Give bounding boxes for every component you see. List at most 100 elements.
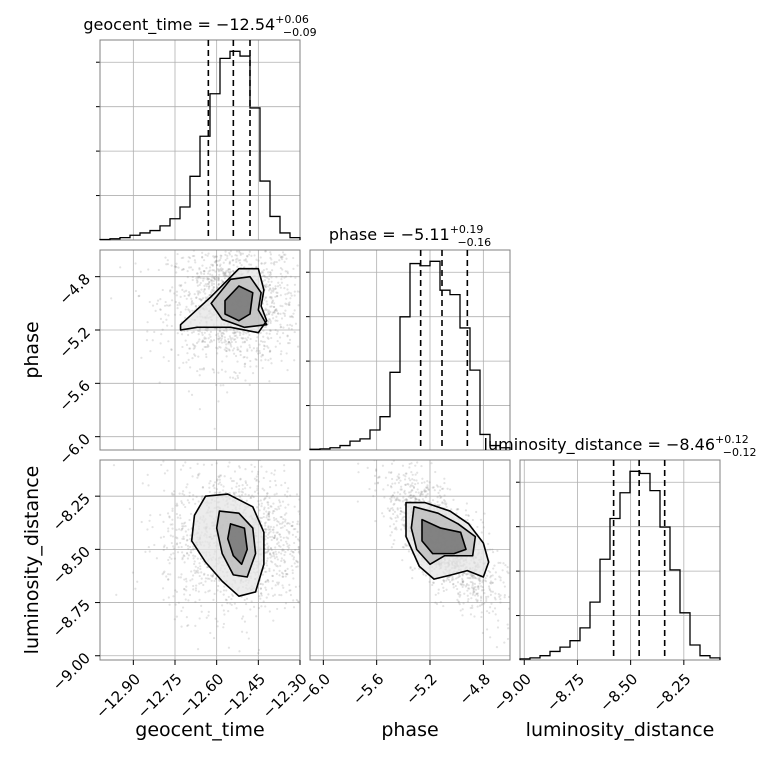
sample-point xyxy=(475,592,478,596)
sample-point xyxy=(144,550,147,554)
sample-point xyxy=(316,555,318,557)
sample-point xyxy=(186,270,189,273)
sample-point xyxy=(283,286,286,290)
sample-point xyxy=(263,522,267,525)
sample-point xyxy=(459,582,462,585)
sample-point xyxy=(237,348,240,351)
sample-point xyxy=(411,482,414,485)
sample-point xyxy=(473,590,476,594)
sample-point xyxy=(292,442,294,444)
sample-point xyxy=(275,291,278,294)
sample-point xyxy=(175,528,178,531)
sample-point xyxy=(292,606,296,609)
sample-point xyxy=(267,501,270,504)
sample-point xyxy=(480,615,483,619)
sample-point xyxy=(268,552,272,555)
sample-point xyxy=(265,561,268,565)
sample-point xyxy=(219,339,223,342)
histogram-step-phase xyxy=(309,260,511,450)
sample-point xyxy=(163,412,165,414)
sample-point xyxy=(281,256,284,259)
sample-point xyxy=(224,370,227,373)
sample-point xyxy=(317,265,319,267)
sample-point xyxy=(214,617,217,620)
sample-point xyxy=(263,345,266,348)
sample-point xyxy=(419,492,423,495)
sample-point xyxy=(245,339,249,342)
panel-contents xyxy=(112,412,327,655)
sample-point xyxy=(229,250,232,253)
sample-point xyxy=(488,606,492,609)
sample-point xyxy=(414,497,417,501)
sample-point xyxy=(266,303,269,306)
sample-point xyxy=(219,346,222,349)
sample-point xyxy=(493,564,496,567)
sample-point xyxy=(266,345,269,348)
sample-point xyxy=(402,511,405,514)
sample-point xyxy=(227,341,230,344)
sample-point xyxy=(465,573,468,576)
sample-point xyxy=(262,335,265,338)
sample-point xyxy=(283,312,286,315)
sample-point xyxy=(273,473,276,476)
sample-point xyxy=(181,527,184,530)
sample-point xyxy=(377,457,379,459)
sample-point xyxy=(215,255,218,258)
sample-point xyxy=(211,274,214,277)
sample-point xyxy=(269,310,272,314)
sample-point xyxy=(215,260,218,263)
sample-point xyxy=(134,289,137,293)
sample-point xyxy=(175,536,178,539)
sample-point xyxy=(232,491,235,494)
sample-point xyxy=(325,542,327,544)
sample-point xyxy=(227,269,230,272)
sample-point xyxy=(293,505,296,508)
sample-point xyxy=(203,288,206,291)
sample-point xyxy=(284,293,287,296)
sample-point xyxy=(160,333,163,336)
sample-point xyxy=(167,573,170,576)
sample-point xyxy=(305,382,307,384)
sample-point xyxy=(233,331,236,334)
sample-point xyxy=(269,553,272,556)
sample-point xyxy=(494,598,497,601)
sample-point xyxy=(239,477,242,480)
sample-point xyxy=(210,463,214,466)
sample-point xyxy=(210,243,212,245)
sample-point xyxy=(203,345,206,349)
sample-point xyxy=(276,330,279,333)
sample-point xyxy=(502,581,505,584)
sample-point xyxy=(291,316,295,319)
sample-point xyxy=(170,348,173,352)
sample-point xyxy=(229,477,232,480)
sample-point xyxy=(241,252,245,255)
sample-point xyxy=(209,339,213,342)
sample-point xyxy=(290,524,293,528)
sample-point xyxy=(220,483,223,486)
sample-point xyxy=(489,580,493,583)
sample-point xyxy=(463,592,466,595)
sample-point xyxy=(273,469,277,472)
sample-point xyxy=(210,291,213,294)
sample-point xyxy=(264,261,267,264)
sample-point xyxy=(269,535,272,539)
sample-point xyxy=(167,304,170,307)
sample-point xyxy=(208,333,211,336)
sample-point xyxy=(212,224,214,226)
sample-point xyxy=(190,331,194,334)
sample-point xyxy=(481,579,484,582)
sample-point xyxy=(421,477,424,480)
sample-point xyxy=(479,579,482,582)
sample-point xyxy=(230,597,233,601)
sample-point xyxy=(474,594,477,597)
sample-point xyxy=(222,589,226,592)
sample-point xyxy=(403,489,406,492)
sample-point xyxy=(148,300,151,304)
sample-point xyxy=(406,499,409,502)
sample-point xyxy=(287,537,290,540)
sample-point xyxy=(279,312,282,315)
sample-point xyxy=(166,324,169,327)
sample-point xyxy=(438,503,441,507)
sample-point xyxy=(284,569,287,573)
sample-point xyxy=(259,516,262,519)
